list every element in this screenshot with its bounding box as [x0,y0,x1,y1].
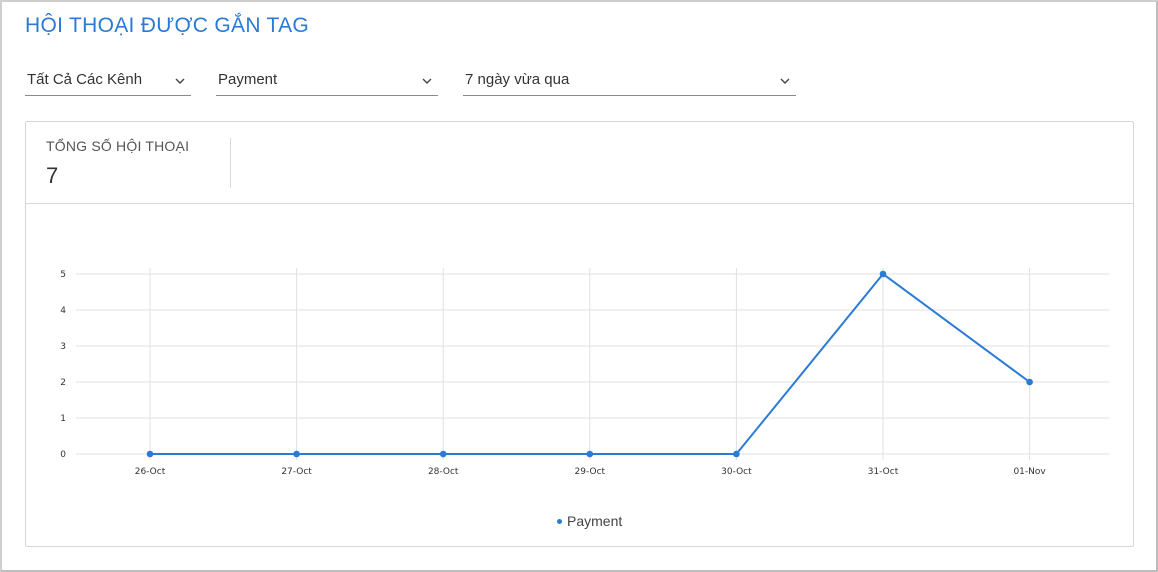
y-tick-label: 4 [60,306,66,316]
x-tick-label: 26-Oct [135,467,166,477]
data-point [146,450,154,458]
y-tick-label: 3 [60,342,66,352]
summary-divider [230,138,231,188]
summary-label: TỔNG SỐ HỘI THOẠI [46,138,190,154]
summary-panel: TỔNG SỐ HỘI THOẠI 7 [26,122,1133,204]
x-tick-label: 28-Oct [428,467,459,477]
x-tick-label: 29-Oct [575,467,606,477]
y-tick-label: 2 [60,378,66,388]
date-range-select-value: 7 ngày vừa qua [465,71,570,88]
channel-select[interactable]: Tất Cả Các Kênh [25,67,191,96]
data-point [879,270,887,278]
channel-select-value: Tất Cả Các Kênh [27,71,143,88]
chevron-down-icon [175,78,185,84]
summary-value: 7 [46,163,59,188]
chevron-down-icon [422,78,432,84]
page-title: HỘI THOẠI ĐƯỢC GẮN TAG [25,14,310,37]
chevron-down-icon [780,78,790,84]
chart-legend[interactable]: Payment [557,513,622,529]
y-tick-label: 1 [60,414,66,424]
y-tick-label: 0 [60,450,66,460]
x-tick-label: 01-Nov [1013,467,1046,477]
x-tick-label: 27-Oct [281,467,312,477]
chart-card: TỔNG SỐ HỘI THOẠI 7 0 1 2 3 4 5 26-Oct 27-Oct 28… [25,121,1134,547]
legend-marker [557,518,562,524]
data-point [586,450,594,458]
data-point [733,450,740,458]
legend-label: Payment [567,513,623,529]
data-point [439,450,447,458]
y-tick-label: 5 [60,270,66,280]
line-chart: 0 1 2 3 4 5 26-Oct 27-Oct 28-Oct 29-Oct 30-Oct 31-O… [60,268,1109,477]
x-tick-label: 31-Oct [868,467,899,477]
data-point [1026,378,1033,386]
tag-select[interactable]: Payment [216,67,438,96]
x-tick-label: 30-Oct [721,467,752,477]
data-point [293,450,300,458]
date-range-select[interactable]: 7 ngày vừa qua [463,67,796,96]
tag-select-value: Payment [218,71,278,88]
